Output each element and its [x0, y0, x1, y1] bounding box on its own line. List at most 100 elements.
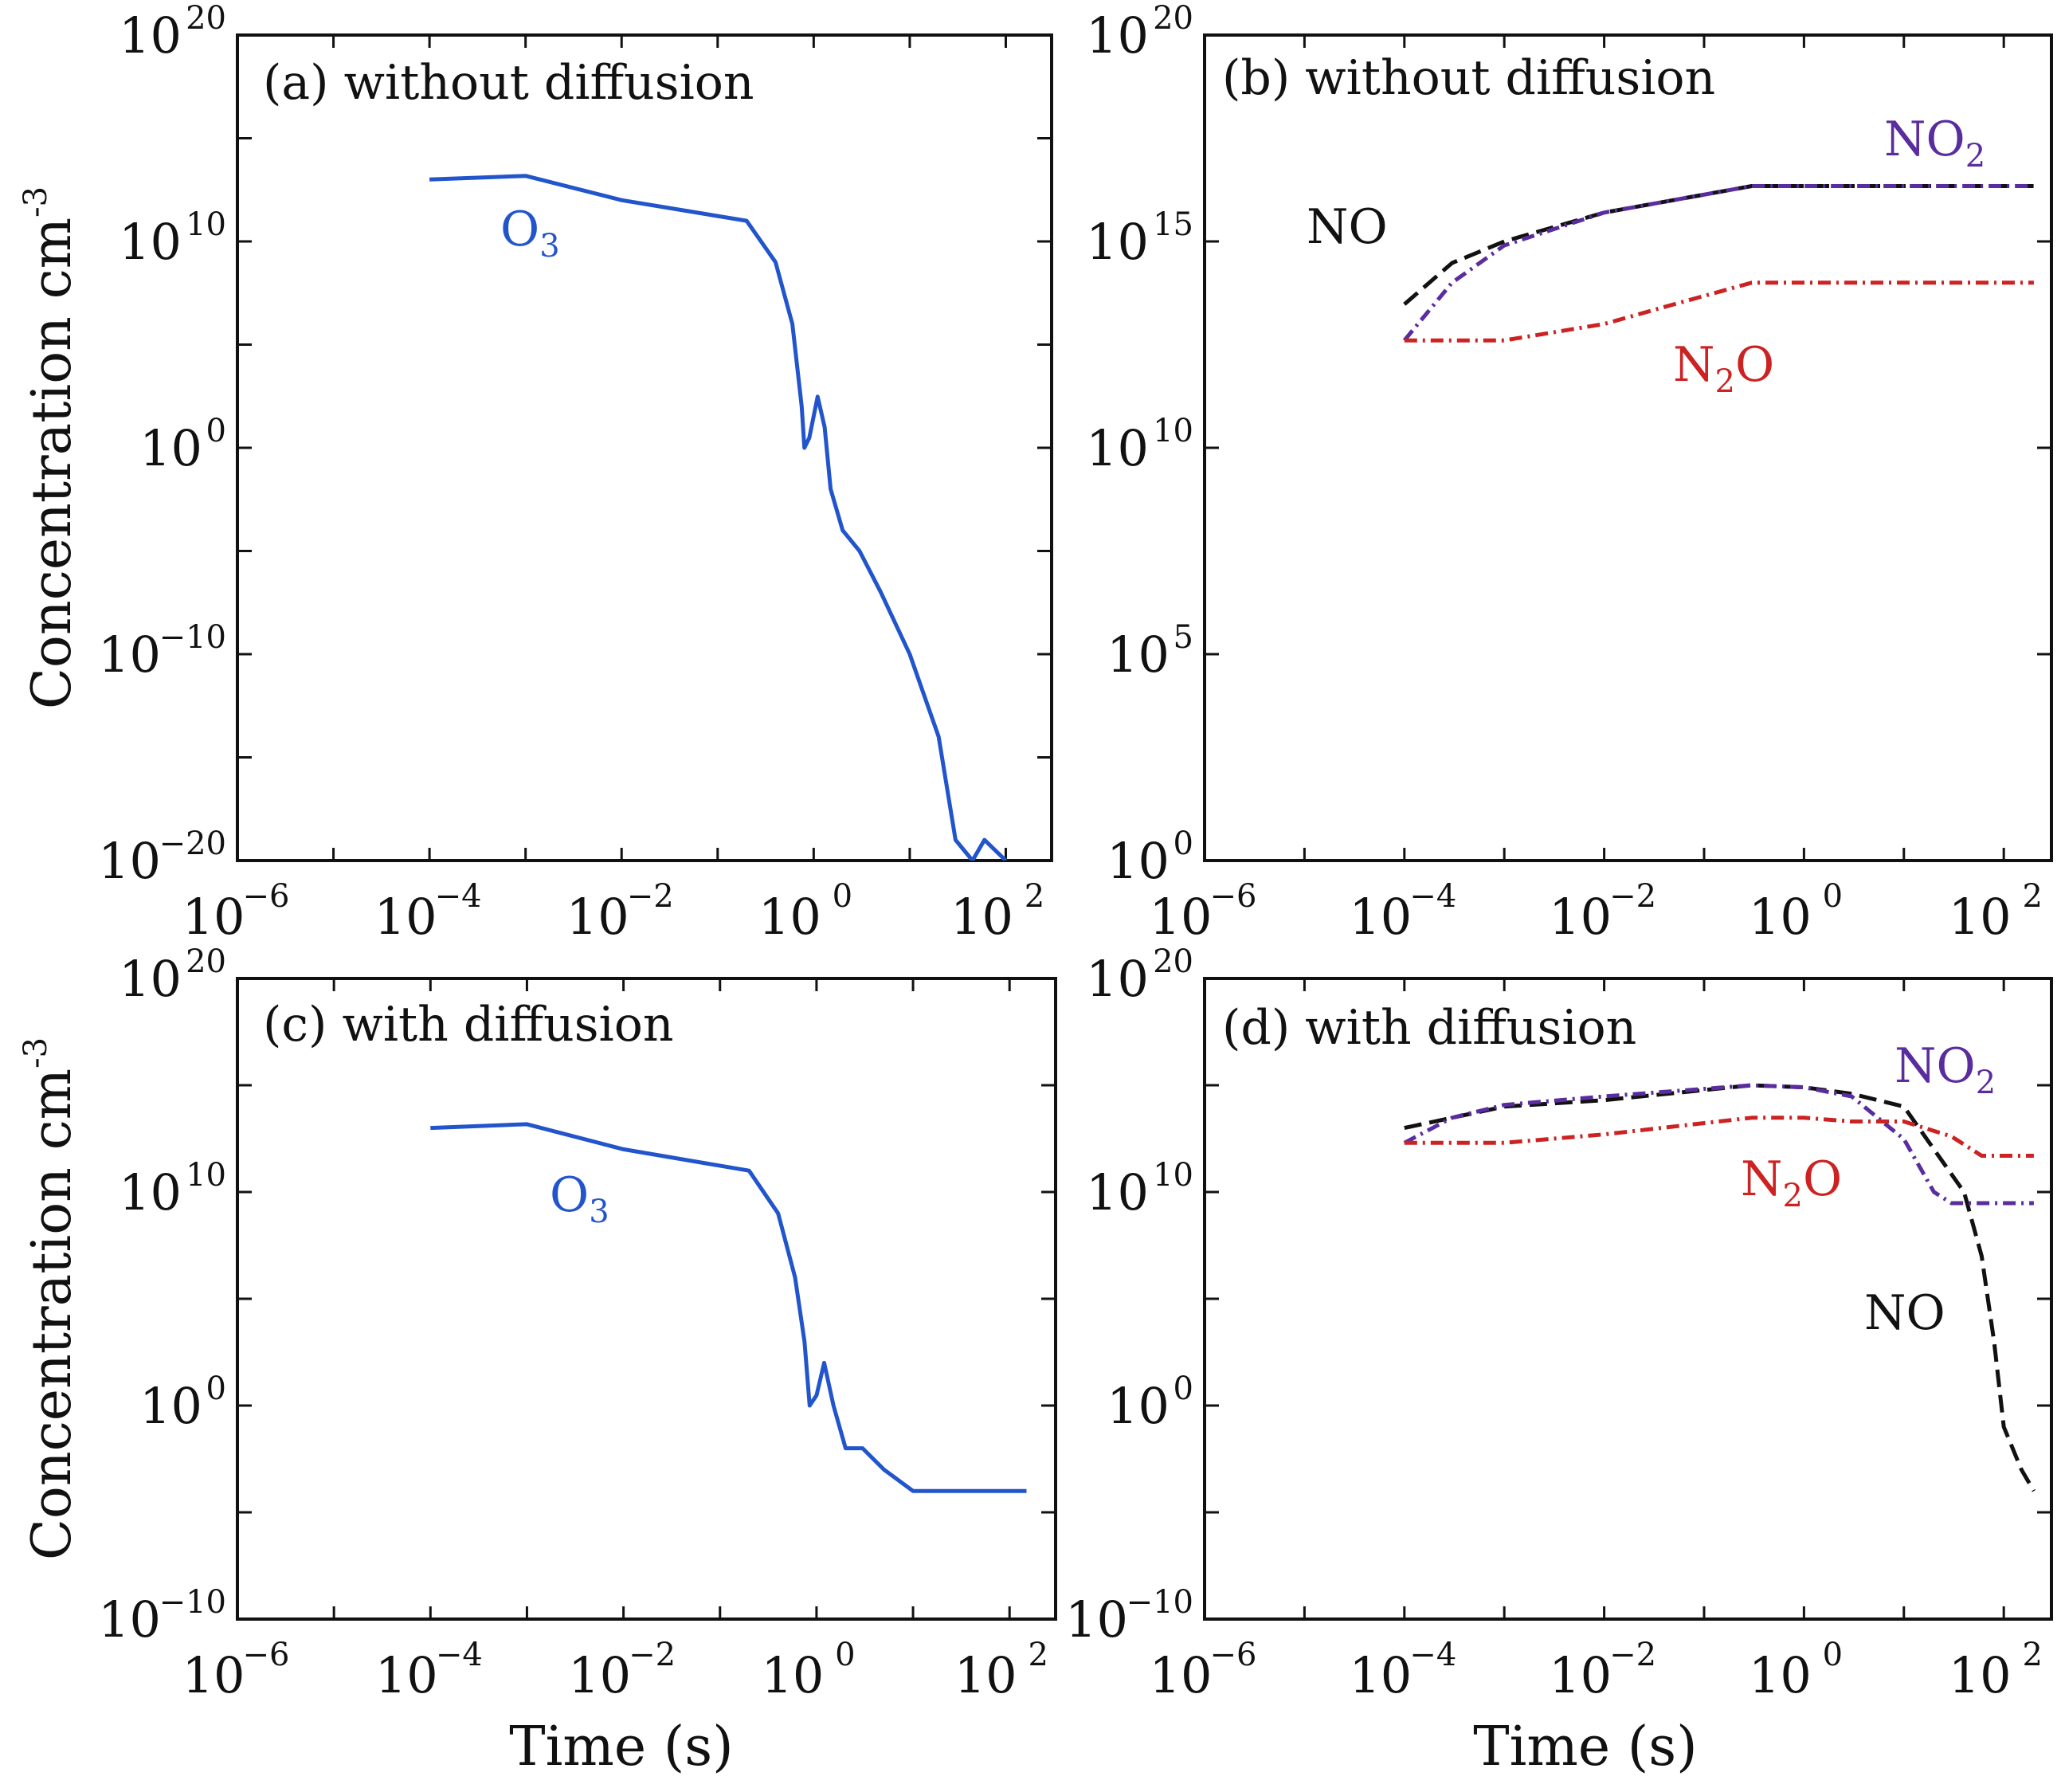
x-tick-exponent: −6 — [1210, 1637, 1257, 1673]
panel-title: (a) without diffusion — [263, 55, 754, 111]
y-tick-exponent: 20 — [186, 0, 226, 37]
y-tick-exponent: 10 — [186, 206, 226, 243]
x-tick-label: 10 — [954, 1646, 1017, 1704]
series-line-n2o — [1404, 280, 2034, 343]
x-tick-label: 10 — [1949, 1646, 2012, 1704]
y-tick-label: 10 — [1107, 625, 1170, 684]
x-axis-title: Time (s) — [509, 1716, 733, 1778]
x-tick-label: 10 — [568, 1646, 631, 1704]
x-tick-label: 10 — [1949, 888, 2012, 946]
series-label-no: NO — [1307, 199, 1388, 255]
plot-frame — [236, 977, 1057, 1621]
y-tick-label: 10 — [119, 1163, 182, 1221]
y-tick-label: 10 — [1086, 419, 1149, 477]
x-tick-label: 10 — [374, 888, 437, 946]
x-tick-label: 10 — [758, 888, 821, 946]
y-tick-label: 10 — [139, 1377, 202, 1435]
x-tick-label: 10 — [182, 1646, 245, 1704]
y-tick-label: 10 — [1086, 1163, 1149, 1221]
y-tick-label: 10 — [1086, 950, 1149, 1008]
x-tick-label: 10 — [182, 888, 245, 946]
x-tick-exponent: −4 — [436, 1637, 483, 1673]
y-axis-title: Concentration cm-3 — [18, 1037, 84, 1560]
y-tick-exponent: 15 — [1153, 206, 1193, 243]
y-tick-label: 10 — [1086, 213, 1149, 271]
y-tick-exponent: −20 — [159, 825, 226, 862]
y-tick-label: 10 — [1107, 1377, 1170, 1435]
x-tick-exponent: −4 — [1409, 878, 1456, 915]
x-tick-exponent: 2 — [1028, 1637, 1048, 1673]
y-tick-exponent: 5 — [1174, 619, 1193, 656]
series-line-no2 — [1403, 1083, 2034, 1206]
y-tick-label: 10 — [119, 213, 182, 271]
y-tick-label: 10 — [139, 419, 202, 477]
y-tick-exponent: 20 — [1153, 0, 1193, 37]
x-tick-label: 10 — [566, 888, 629, 946]
x-tick-exponent: −2 — [629, 1637, 676, 1673]
series-line-no — [1403, 184, 2034, 306]
y-axis-title: Concentration cm-3 — [18, 186, 84, 709]
y-tick-exponent: −10 — [1126, 1584, 1193, 1621]
y-tick-exponent: 0 — [1174, 825, 1193, 862]
x-tick-exponent: 0 — [1823, 1637, 1843, 1673]
x-tick-exponent: −4 — [1409, 1637, 1456, 1673]
y-tick-label: 10 — [1065, 1590, 1128, 1649]
series-line-n2o — [1404, 1116, 2034, 1158]
y-tick-label: 10 — [119, 6, 182, 65]
panel-title: (c) with diffusion — [263, 997, 673, 1053]
y-tick-exponent: 10 — [1153, 1157, 1193, 1194]
x-tick-exponent: 0 — [835, 1637, 855, 1673]
series-label-no2: NO2 — [1894, 1038, 1996, 1101]
x-tick-exponent: −2 — [627, 878, 674, 915]
plot-frame — [236, 33, 1053, 862]
y-tick-label: 10 — [1086, 6, 1149, 65]
x-tick-exponent: −2 — [1609, 1637, 1656, 1673]
series-label-n2o: N2O — [1741, 1151, 1842, 1214]
y-tick-exponent: −10 — [159, 619, 226, 656]
series-label-n2o: N2O — [1673, 337, 1774, 400]
series-line-o3 — [430, 1122, 1027, 1493]
x-tick-exponent: 0 — [833, 878, 852, 915]
series-label-o3: O3 — [550, 1167, 609, 1230]
x-tick-exponent: −2 — [1609, 878, 1656, 915]
x-tick-exponent: 0 — [1823, 878, 1843, 915]
x-tick-exponent: 2 — [2022, 878, 2042, 915]
x-tick-exponent: 2 — [2022, 1637, 2042, 1673]
x-tick-label: 10 — [375, 1646, 438, 1704]
series-label-o3: O3 — [500, 202, 560, 265]
y-tick-exponent: 0 — [206, 1370, 226, 1407]
x-tick-label: 10 — [761, 1646, 824, 1704]
y-tick-exponent: −10 — [159, 1584, 226, 1621]
x-tick-label: 10 — [950, 888, 1013, 946]
series-label-no: NO — [1864, 1285, 1945, 1341]
x-tick-exponent: 2 — [1025, 878, 1044, 915]
x-axis-title: Time (s) — [1473, 1716, 1697, 1778]
x-tick-label: 10 — [1349, 888, 1412, 946]
panel-title: (d) with diffusion — [1222, 1000, 1636, 1056]
y-tick-exponent: 10 — [186, 1157, 226, 1194]
x-tick-label: 10 — [1150, 888, 1213, 946]
x-tick-label: 10 — [1349, 1646, 1412, 1704]
y-tick-label: 10 — [1107, 832, 1170, 890]
x-tick-exponent: −4 — [435, 878, 482, 915]
series-line-no2 — [1402, 184, 2034, 342]
x-tick-label: 10 — [1150, 1646, 1213, 1704]
y-tick-exponent: 20 — [186, 943, 226, 980]
y-tick-exponent: 10 — [1153, 413, 1193, 449]
y-tick-label: 10 — [98, 1590, 161, 1649]
series-line-o3 — [429, 174, 1008, 861]
y-tick-label: 10 — [98, 832, 161, 890]
panel-title: (b) without diffusion — [1222, 50, 1715, 106]
x-tick-exponent: −6 — [243, 1637, 290, 1673]
y-tick-label: 10 — [119, 950, 182, 1008]
y-tick-label: 10 — [98, 625, 161, 684]
y-tick-exponent: 0 — [1174, 1370, 1193, 1407]
x-tick-label: 10 — [1749, 1646, 1812, 1704]
y-tick-exponent: 0 — [206, 413, 226, 449]
x-tick-label: 10 — [1549, 1646, 1612, 1704]
x-tick-label: 10 — [1549, 888, 1612, 946]
